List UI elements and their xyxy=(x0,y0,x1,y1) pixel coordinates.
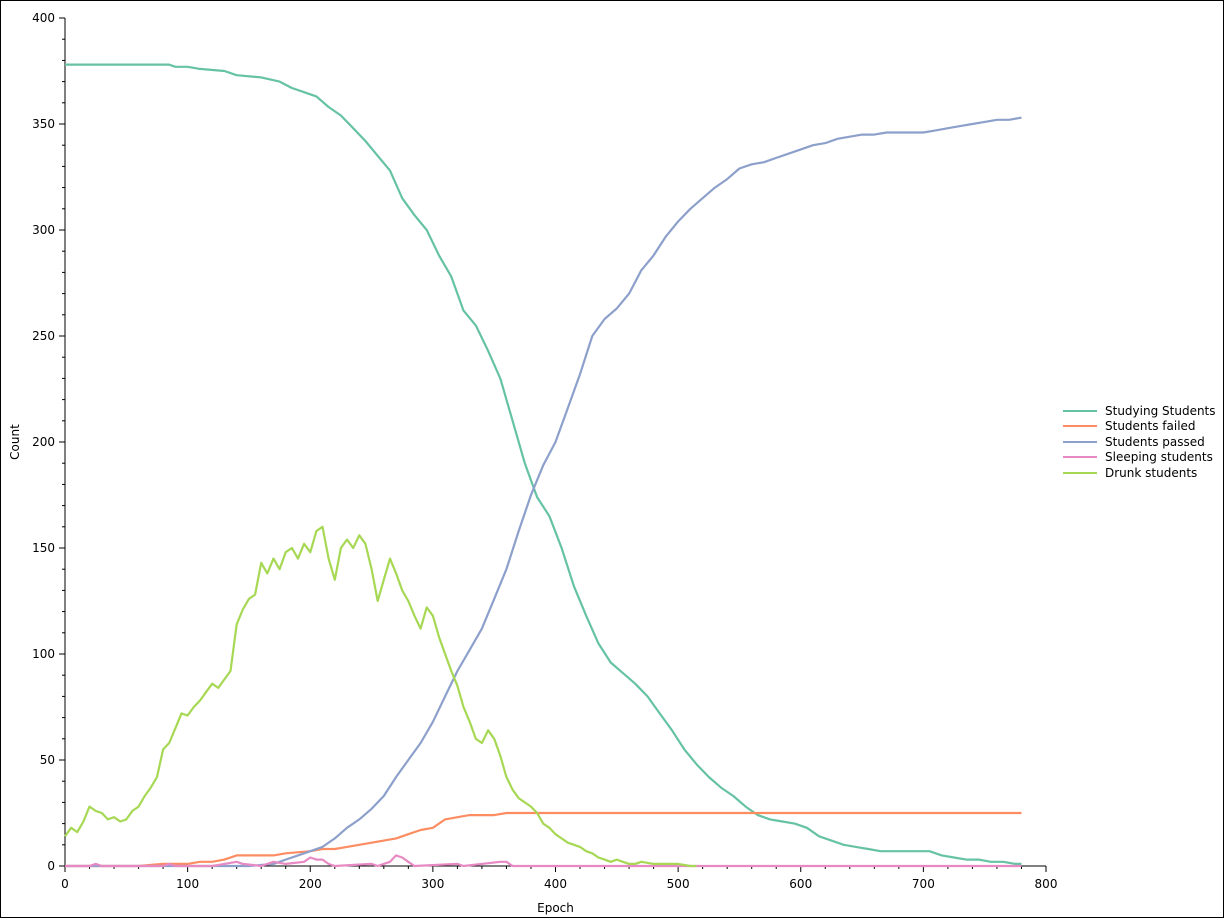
series-lines xyxy=(64,63,1022,868)
legend-swatch xyxy=(1063,471,1097,474)
legend-swatch xyxy=(1063,409,1097,412)
series-line-students-passed xyxy=(65,116,1022,868)
y-tick-label: 0 xyxy=(47,859,55,873)
y-axis-title: Count xyxy=(8,424,22,460)
x-tick-label: 200 xyxy=(299,877,322,891)
x-tick-label: 300 xyxy=(421,877,444,891)
x-tick-label: 600 xyxy=(789,877,812,891)
legend-label: Studying Students xyxy=(1105,403,1216,418)
x-tick-label: 700 xyxy=(912,877,935,891)
y-tick-label: 200 xyxy=(32,435,55,449)
y-ticks: 0 50 100 150 200 250 300 350 400 xyxy=(32,11,65,873)
legend-item: Students passed xyxy=(1063,434,1216,450)
y-tick-label: 300 xyxy=(32,223,55,237)
series-line-drunk-students xyxy=(64,525,697,868)
legend-item: Drunk students xyxy=(1063,465,1216,481)
legend-item: Studying Students xyxy=(1063,403,1216,419)
legend-swatch xyxy=(1063,440,1097,443)
legend-item: Sleeping students xyxy=(1063,450,1216,466)
legend: Studying Students Students failed Students… xyxy=(1063,403,1216,481)
y-tick-label: 350 xyxy=(32,117,55,131)
x-tick-label: 100 xyxy=(176,877,199,891)
series-line-studying-students xyxy=(65,63,1022,866)
y-tick-label: 50 xyxy=(40,753,55,767)
series-line-students-failed xyxy=(65,811,1022,868)
y-tick-label: 150 xyxy=(32,541,55,555)
series-line-sleeping-students xyxy=(65,854,1022,868)
x-axis-title: Epoch xyxy=(537,901,574,915)
legend-label: Students failed xyxy=(1105,419,1196,434)
x-ticks: 0 100 200 300 400 500 600 700 800 xyxy=(61,866,1057,891)
x-tick-label: 400 xyxy=(544,877,567,891)
legend-label: Students passed xyxy=(1105,434,1205,449)
legend-label: Sleeping students xyxy=(1105,450,1213,465)
legend-swatch xyxy=(1063,456,1097,459)
legend-swatch xyxy=(1063,425,1097,428)
x-tick-label: 0 xyxy=(61,877,69,891)
x-tick-label: 500 xyxy=(667,877,690,891)
y-tick-label: 400 xyxy=(32,11,55,25)
legend-item: Students failed xyxy=(1063,419,1216,435)
x-tick-label: 800 xyxy=(1035,877,1058,891)
y-tick-label: 100 xyxy=(32,647,55,661)
y-tick-label: 250 xyxy=(32,329,55,343)
legend-label: Drunk students xyxy=(1105,465,1198,480)
